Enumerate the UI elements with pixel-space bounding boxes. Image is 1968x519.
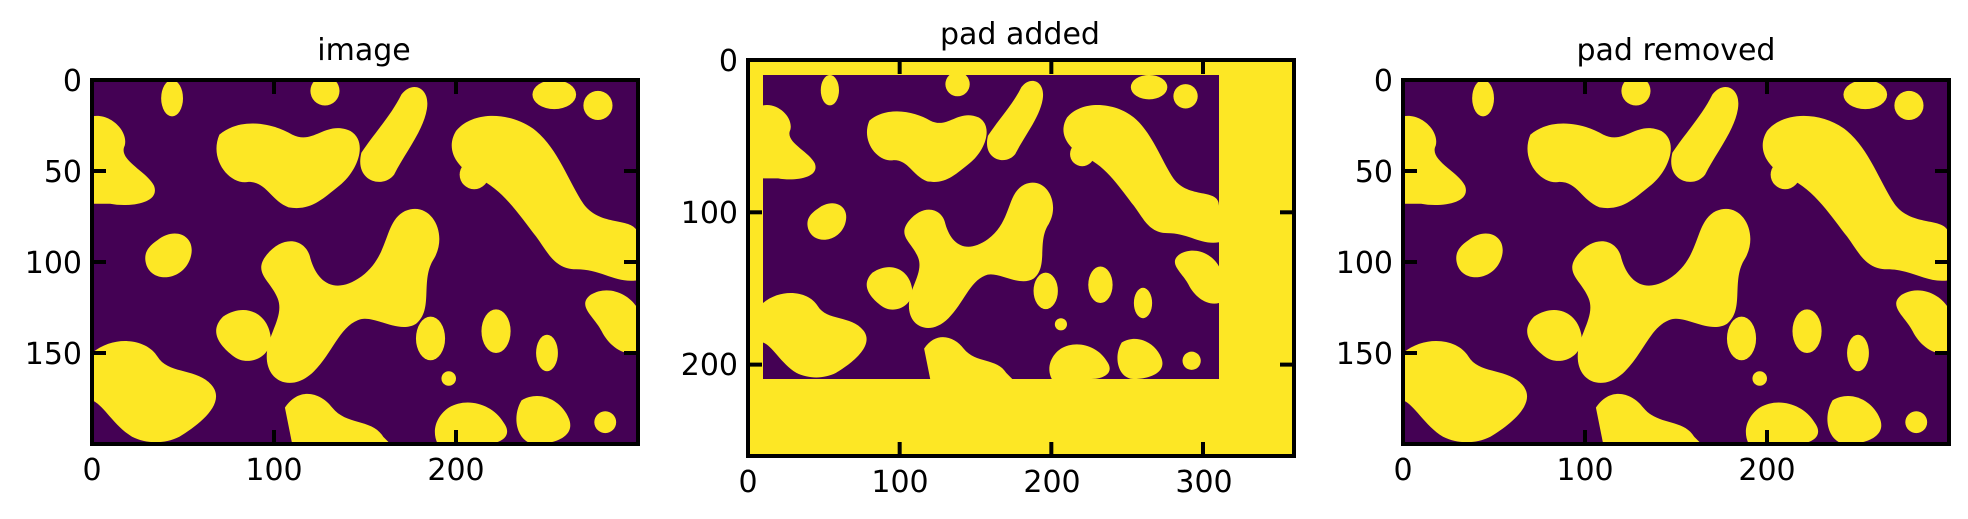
y-tick-label: 100 [681,196,738,231]
y-ticks: 0 50 100 150 [25,64,82,372]
panel-pad-added: pad added 0 100 200 300 0 100 200 [681,17,1296,500]
y-ticks: 0 100 200 [681,44,738,383]
panel-title: pad removed [1577,33,1776,68]
y-tick-label: 0 [63,64,82,99]
y-tick-label: 100 [25,246,82,281]
unpadded-image-heatmap [1403,80,1949,444]
x-tick-label: 100 [245,453,302,488]
y-tick-label: 200 [681,348,738,383]
image-heatmap [92,80,638,444]
x-tick-label: 0 [82,453,101,488]
x-tick-label: 300 [1175,465,1232,500]
x-tick-label: 0 [738,465,757,500]
axes-frame [746,58,1296,458]
panel-title: image [317,33,410,68]
panel-pad-removed: pad removed 0 100 200 0 50 100 150 [1336,33,1951,488]
x-ticks: 0 100 200 [82,453,484,488]
x-tick-label: 200 [1738,453,1795,488]
x-tick-label: 200 [1023,465,1080,500]
y-tick-label: 50 [44,155,82,190]
panel-title: pad added [940,17,1100,52]
tick-marks [90,58,1949,456]
x-tick-label: 100 [1556,453,1613,488]
y-tick-label: 150 [1336,337,1393,372]
y-tick-label: 150 [25,337,82,372]
x-ticks: 0 100 200 [1393,453,1795,488]
y-tick-label: 0 [719,44,738,79]
panel-image: image 0 100 200 0 50 100 150 [25,33,640,488]
y-tick-label: 50 [1355,155,1393,190]
y-tick-label: 0 [1374,64,1393,99]
x-ticks: 0 100 200 300 [738,465,1232,500]
padded-image-heatmap [763,75,1219,379]
x-tick-label: 0 [1393,453,1412,488]
x-tick-label: 100 [871,465,928,500]
y-ticks: 0 50 100 150 [1336,64,1393,372]
y-tick-label: 100 [1336,246,1393,281]
x-tick-label: 200 [427,453,484,488]
